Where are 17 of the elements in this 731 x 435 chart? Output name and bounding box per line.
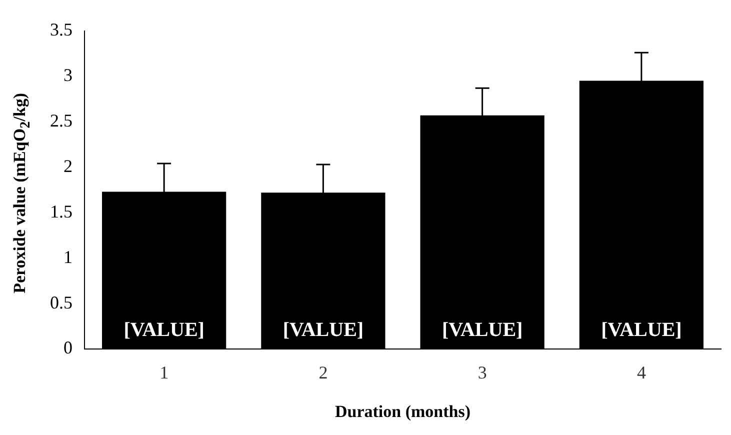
data-label: [VALUE] xyxy=(282,319,364,342)
x-tick-label: 3 xyxy=(478,362,487,383)
y-tick-label: 1 xyxy=(64,246,72,267)
x-axis-title: Duration (months) xyxy=(334,402,471,422)
y-tick-label: 2.5 xyxy=(50,110,72,130)
y-tick-label: 3 xyxy=(64,64,72,85)
x-tick-label: 2 xyxy=(318,362,328,383)
data-label: [VALUE] xyxy=(124,319,204,342)
data-label: [VALUE] xyxy=(601,319,682,342)
x-tick-label: 4 xyxy=(636,362,646,383)
x-tick-label: 1 xyxy=(160,362,169,383)
y-tick-label: 1.5 xyxy=(50,201,72,222)
data-label: [VALUE] xyxy=(442,319,523,342)
y-tick-label: 0 xyxy=(64,338,72,358)
y-tick-label: 3.5 xyxy=(50,20,72,40)
y-tick-label: 2 xyxy=(64,156,72,176)
y-tick-label: 0.5 xyxy=(50,292,72,312)
